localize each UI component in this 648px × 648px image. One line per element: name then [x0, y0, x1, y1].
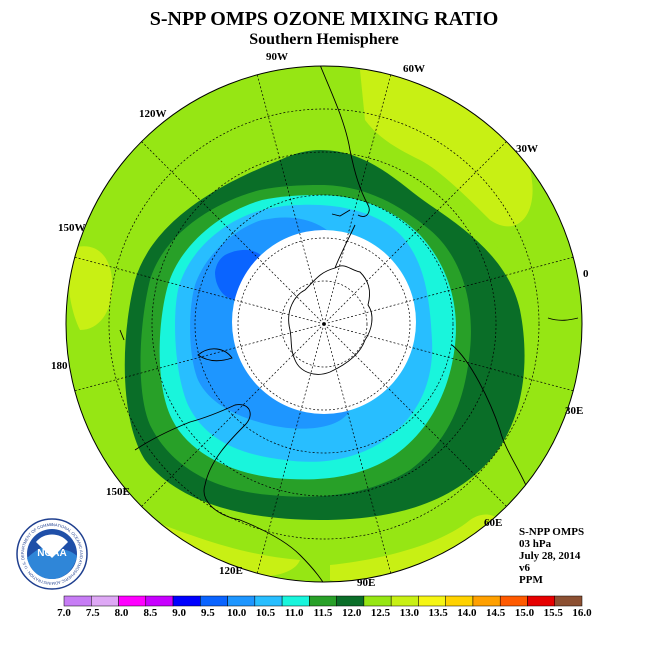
meridian-line [323, 323, 582, 402]
colorbar-tick-label: 10.0 [227, 607, 247, 619]
label-90w: 90W [266, 51, 288, 63]
meridian-line [323, 246, 582, 325]
graticule [108, 108, 540, 540]
colorbar-tick-label: 8.5 [143, 607, 158, 619]
label-180: 180 [51, 360, 68, 372]
colorbar-swatch [309, 595, 337, 607]
noaa-logo-text: NOAA [37, 548, 66, 559]
colorbar-swatch [472, 595, 501, 607]
colorbar-swatch [390, 595, 419, 607]
noaa-logo: NOAA NATIONAL OCEANIC AND ATMOSPHERIC AD… [16, 518, 88, 590]
colorbar-swatch [227, 595, 256, 607]
info-version: v6 [519, 562, 530, 574]
map-title: S-NPP OMPS OZONE MIXING RATIO [149, 8, 499, 30]
meridian-line [323, 323, 537, 537]
label-120e: 120E [219, 565, 243, 577]
meridian-line [66, 246, 325, 325]
meridian-line [66, 323, 325, 402]
colorbar-tick-label: 16.0 [572, 607, 592, 619]
info-units: PPM [519, 574, 543, 586]
colorbar-tick-label: 9.5 [201, 607, 215, 619]
map-outline [65, 65, 583, 583]
meridian-line [246, 323, 325, 582]
label-90e: 90E [357, 577, 376, 589]
meridian-lines [66, 66, 582, 582]
colorbar-tick-label: 14.0 [457, 607, 477, 619]
colorbar-swatch [91, 595, 119, 607]
colorbar-tick-label: 14.5 [486, 607, 506, 619]
meridian-line [323, 66, 402, 325]
meridian-line [246, 66, 325, 325]
colorbar-tick-label: 10.5 [255, 607, 276, 619]
label-60w: 60W [403, 63, 425, 75]
colorbar-swatch [363, 595, 392, 607]
colorbar-tick-label: 11.0 [284, 607, 304, 619]
meridian-line [111, 111, 325, 325]
south-pole-marker [322, 322, 326, 326]
colorbar-tick-label: 8.0 [114, 607, 129, 619]
label-150e: 150E [106, 486, 130, 498]
info-level: 03 hPa [519, 538, 552, 550]
colorbar-swatch [554, 595, 583, 607]
colorbar-swatch [200, 595, 228, 607]
colorbar-tick-label: 13.0 [399, 607, 419, 619]
field-13-0-patch-west [67, 246, 113, 330]
info-instrument: S-NPP OMPS [519, 526, 585, 538]
colorbar-swatch [254, 595, 283, 607]
coastlines [119, 66, 579, 582]
info-date: July 28, 2014 [519, 550, 581, 562]
label-150w: 150W [58, 222, 86, 234]
colorbar-swatch [336, 595, 365, 607]
colorbar-tick-label: 15.0 [514, 607, 535, 619]
colorbar-swatch [172, 595, 201, 607]
no-data-polar-night [232, 230, 416, 414]
colorbar-swatch [118, 595, 147, 607]
colorbar [63, 595, 583, 607]
colorbar-tick-label: 7.0 [57, 607, 71, 619]
colorbar-swatch [499, 595, 528, 607]
label-60e: 60E [484, 517, 503, 529]
meridian-line [111, 323, 325, 537]
label-120w: 120W [139, 108, 167, 120]
label-30e: 30E [565, 405, 584, 417]
field-13-0-patch-north [360, 69, 533, 227]
map-subtitle: Southern Hemisphere [249, 31, 399, 48]
colorbar-tick-label: 12.0 [342, 607, 362, 619]
label-0: 0 [583, 268, 589, 280]
colorbar-tick-label: 15.5 [543, 607, 563, 619]
colorbar-tick-label: 11.5 [313, 607, 333, 619]
colorbar-swatch [63, 595, 92, 607]
colorbar-swatch [418, 595, 446, 607]
colorbar-swatch [145, 595, 174, 607]
meridian-line [323, 111, 537, 325]
colorbar-tick-label: 12.5 [370, 607, 391, 619]
colorbar-swatch [527, 595, 555, 607]
colorbar-tick-label: 7.5 [85, 607, 100, 619]
label-30w: 30W [516, 143, 538, 155]
product-info: S-NPP OMPS 03 hPa July 28, 2014 v6 PPM [519, 526, 584, 586]
colorbar-swatch [281, 595, 310, 607]
colorbar-swatch [445, 595, 474, 607]
meridian-line [323, 323, 402, 582]
colorbar-tick-label: 13.5 [428, 607, 448, 619]
colorbar-tick-label: 9.0 [172, 607, 186, 619]
